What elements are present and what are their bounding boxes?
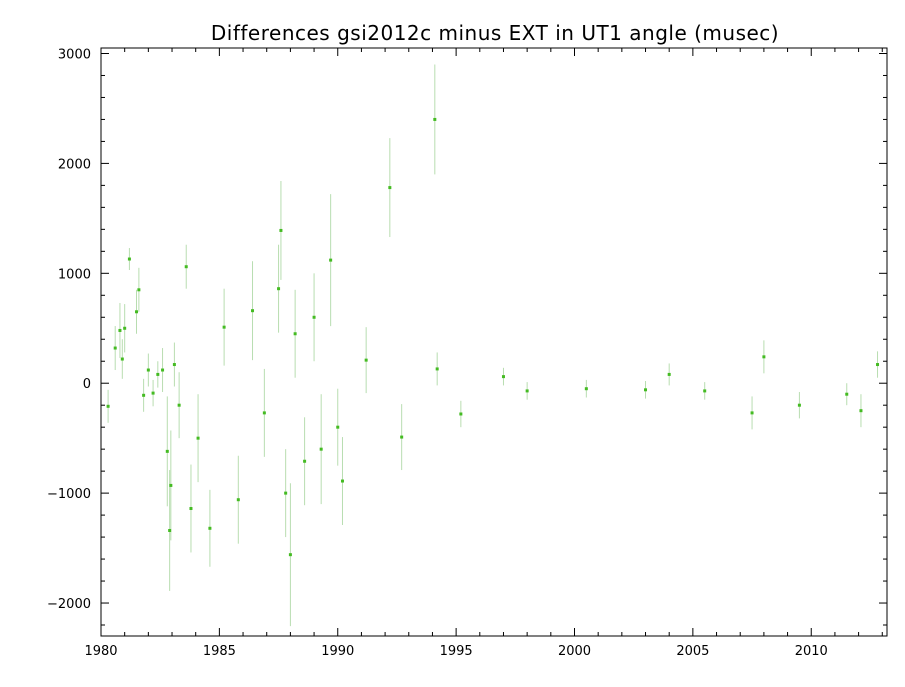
x-tick-label: 1980 <box>84 644 117 659</box>
data-point <box>433 117 437 121</box>
data-point <box>288 553 292 557</box>
y-tick-label: 0 <box>83 377 91 392</box>
data-point <box>336 425 340 429</box>
data-point <box>312 315 316 319</box>
data-point <box>236 498 240 502</box>
data-point <box>762 355 766 359</box>
data-point <box>169 483 173 487</box>
axis-tick-layer <box>100 48 887 636</box>
data-point <box>388 186 392 190</box>
data-point <box>123 326 127 330</box>
data-point <box>151 391 155 395</box>
data-point <box>364 358 368 362</box>
data-point <box>667 372 671 376</box>
y-tick-label: −2000 <box>47 597 91 612</box>
x-tick-label: 2005 <box>676 644 709 659</box>
data-point <box>319 447 323 451</box>
data-point <box>222 325 226 329</box>
data-point <box>303 459 307 463</box>
x-tick-label: 1995 <box>440 644 473 659</box>
data-point <box>172 363 176 367</box>
data-point <box>845 392 849 396</box>
data-point <box>329 258 333 262</box>
data-point <box>703 389 707 393</box>
data-point <box>142 393 146 397</box>
data-point <box>584 387 588 391</box>
data-point <box>137 288 141 292</box>
data-point <box>184 265 188 269</box>
data-point <box>435 367 439 371</box>
axis-label-layer: 1980 1985 1990 1995 2000 2005 2010 −2000 −1000 0 1… <box>47 47 828 659</box>
data-point <box>750 411 754 415</box>
plot-area-frame <box>100 47 888 637</box>
data-point <box>279 228 283 232</box>
data-point <box>876 363 880 367</box>
data-point <box>177 403 181 407</box>
data-point <box>113 346 117 350</box>
data-point <box>120 357 124 361</box>
data-point <box>165 449 169 453</box>
data-point <box>859 409 863 413</box>
y-tick-label: 3000 <box>58 47 91 62</box>
data-point <box>135 310 139 314</box>
x-tick-label: 1985 <box>203 644 236 659</box>
y-tick-label: −1000 <box>47 487 91 502</box>
data-point <box>161 368 165 372</box>
data-point <box>293 332 297 336</box>
data-point <box>208 526 212 530</box>
data-point <box>146 368 150 372</box>
data-point <box>459 412 463 416</box>
x-tick-label: 1990 <box>321 644 354 659</box>
x-tick-label: 2010 <box>795 644 828 659</box>
data-point <box>400 435 404 439</box>
data-point <box>118 328 122 332</box>
data-point <box>284 491 288 495</box>
data-point <box>156 372 160 376</box>
data-point <box>106 404 110 408</box>
data-point <box>797 403 801 407</box>
data-point <box>251 309 255 313</box>
error-bar-layer <box>107 64 879 627</box>
data-point-layer <box>106 117 880 557</box>
chart-title: Differences gsi2012c minus EXT in UT1 an… <box>211 21 779 45</box>
data-point <box>189 507 193 511</box>
y-tick-label: 2000 <box>58 157 91 172</box>
data-point <box>168 528 172 532</box>
data-point <box>262 411 266 415</box>
data-point <box>127 257 131 261</box>
data-point <box>196 436 200 440</box>
data-point <box>501 375 505 379</box>
x-tick-label: 2000 <box>558 644 591 659</box>
y-tick-label: 1000 <box>58 267 91 282</box>
data-point <box>277 287 281 291</box>
data-point <box>340 479 344 483</box>
data-point <box>644 388 648 392</box>
data-point <box>525 389 529 393</box>
